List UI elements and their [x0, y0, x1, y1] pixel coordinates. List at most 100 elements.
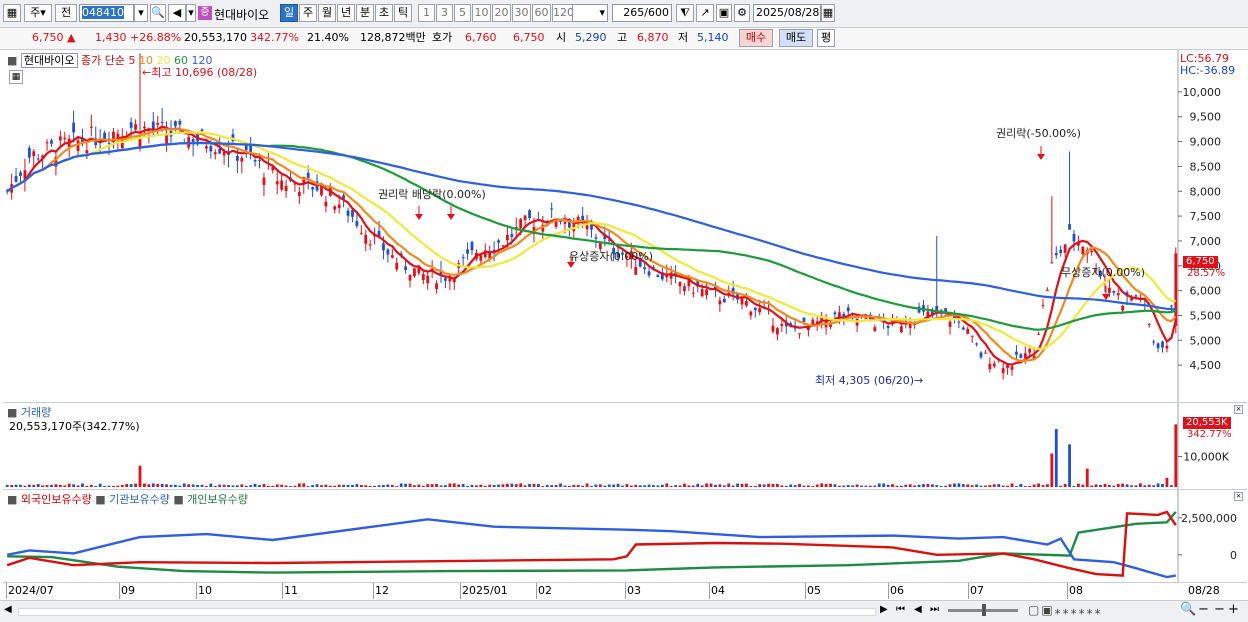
candle-body	[235, 155, 239, 161]
search-icon[interactable]: 🔍	[150, 4, 166, 22]
volume-bar	[758, 484, 762, 487]
interval-button-2[interactable]: 5	[454, 4, 471, 22]
tool-icons[interactable]: ▢▣⁎⁎⁎⁎⁎⁎	[1028, 603, 1103, 617]
volume-bar	[833, 484, 837, 487]
candle-body	[404, 266, 407, 270]
zoom-in-icon[interactable]: 🔍	[1180, 602, 1197, 617]
candle-body	[377, 230, 381, 237]
candle-body	[1174, 253, 1178, 326]
speaker-dropdown[interactable]: ▾	[186, 4, 196, 22]
minus-icon[interactable]: −	[1214, 602, 1225, 617]
period-button-3[interactable]: 년	[337, 4, 355, 22]
interval-dropdown[interactable]: ▾	[572, 4, 608, 22]
date-input[interactable]: 2025/08/28	[753, 4, 821, 22]
interval-button-4[interactable]: 20	[492, 4, 511, 22]
prev-page-icon[interactable]: ◀	[914, 604, 922, 615]
candle-body	[1037, 333, 1040, 335]
sell-button[interactable]: 매도	[779, 29, 813, 47]
dividend-annotation: 권리락 배당락(0.00%)	[378, 188, 486, 201]
volume-bar	[390, 484, 394, 487]
candle-body	[696, 280, 700, 287]
candle-body	[1010, 366, 1014, 370]
market-select[interactable]: 주▾	[24, 4, 52, 22]
candle-body	[342, 195, 346, 199]
candle-body	[559, 220, 562, 223]
interval-button-7[interactable]: 120	[552, 4, 574, 22]
holders-close-icon[interactable]: ×	[1234, 492, 1243, 501]
volume-bar	[886, 484, 890, 487]
candle-body	[191, 138, 195, 145]
speaker-icon[interactable]: ◀	[168, 4, 186, 22]
volume-bar	[736, 483, 739, 487]
volume-bar	[1054, 429, 1058, 487]
volume-bar	[992, 484, 996, 487]
grid-toggle-icon[interactable]: ▦	[9, 70, 23, 84]
scroll-left-icon[interactable]: ◀	[4, 604, 12, 615]
volume-bar	[660, 484, 664, 487]
volume-bar	[696, 483, 700, 487]
period-button-5[interactable]: 초	[375, 4, 393, 22]
volume-bar	[815, 484, 819, 487]
scrollbar-track[interactable]	[18, 608, 876, 616]
code-dropdown-button[interactable]: ▾	[134, 4, 148, 22]
candle-body	[209, 146, 213, 152]
next-page-icon[interactable]: ⏭	[930, 604, 939, 615]
volume-bar	[222, 484, 226, 487]
period-button-6[interactable]: 틱	[394, 4, 412, 22]
minus-icon[interactable]: −	[1198, 602, 1209, 617]
volume-bar	[1046, 484, 1049, 487]
candle-body	[89, 126, 93, 128]
volume-bar	[143, 483, 146, 487]
settings-gear-icon[interactable]: ⚙	[734, 4, 750, 22]
calendar-icon[interactable]: ▦	[821, 4, 835, 22]
save-icon[interactable]: ▣	[716, 4, 732, 22]
interval-button-0[interactable]: 1	[418, 4, 435, 22]
period-button-2[interactable]: 월	[318, 4, 336, 22]
volume-bar	[275, 484, 279, 487]
volume-bar	[789, 484, 793, 487]
eval-button[interactable]: 평	[817, 29, 835, 47]
volume-bar	[1138, 483, 1142, 487]
volume-bar	[426, 484, 430, 487]
period-button-4[interactable]: 분	[356, 4, 374, 22]
volume-close-icon[interactable]: ×	[1234, 405, 1243, 414]
candle-body	[439, 270, 443, 275]
up-arrow-icon: ▲	[67, 31, 76, 44]
buy-button[interactable]: 매수	[739, 29, 773, 47]
candle-body	[616, 253, 620, 258]
stock-code-value: 048410	[82, 6, 124, 19]
volume-bar	[855, 484, 859, 487]
candle-type-icon[interactable]: ⧨	[676, 4, 694, 22]
period-button-1[interactable]: 주	[299, 4, 317, 22]
prev-button[interactable]: 전	[55, 4, 77, 22]
candle-body	[72, 122, 76, 133]
volume-bar	[523, 485, 527, 487]
volume-bar	[293, 485, 297, 487]
interval-button-3[interactable]: 10	[472, 4, 491, 22]
count-input[interactable]: 265/600	[612, 4, 672, 22]
volume-bar	[1001, 485, 1005, 487]
interval-button-1[interactable]: 3	[436, 4, 453, 22]
scroll-right-icon[interactable]: ▶	[880, 604, 888, 615]
volume-bar	[541, 486, 545, 487]
draw-tool-icon[interactable]: ↗	[696, 4, 714, 22]
volume-bar	[342, 484, 346, 487]
candle-body	[846, 307, 850, 312]
stock-code-input[interactable]: 048410	[79, 4, 134, 22]
candle-body	[811, 319, 815, 325]
turnover-rate: 21.40%	[307, 31, 349, 44]
candle-body	[143, 126, 146, 129]
candle-body	[966, 328, 970, 334]
plus-icon[interactable]: +	[1228, 602, 1239, 617]
candle-body	[948, 321, 952, 327]
interval-button-5[interactable]: 30	[512, 4, 531, 22]
interval-button-6[interactable]: 60	[532, 4, 551, 22]
volume-bar	[200, 484, 204, 487]
ma-legend: 5 10 20 60 120	[129, 54, 213, 67]
candle-body	[705, 289, 708, 296]
period-button-0[interactable]: 일	[280, 4, 298, 22]
first-page-icon[interactable]: ⏮	[896, 604, 905, 615]
foreign-label: 외국인보유수량	[20, 493, 92, 506]
zoom-handle[interactable]	[982, 604, 986, 616]
chart-menu-icon[interactable]: ▦	[3, 4, 21, 22]
